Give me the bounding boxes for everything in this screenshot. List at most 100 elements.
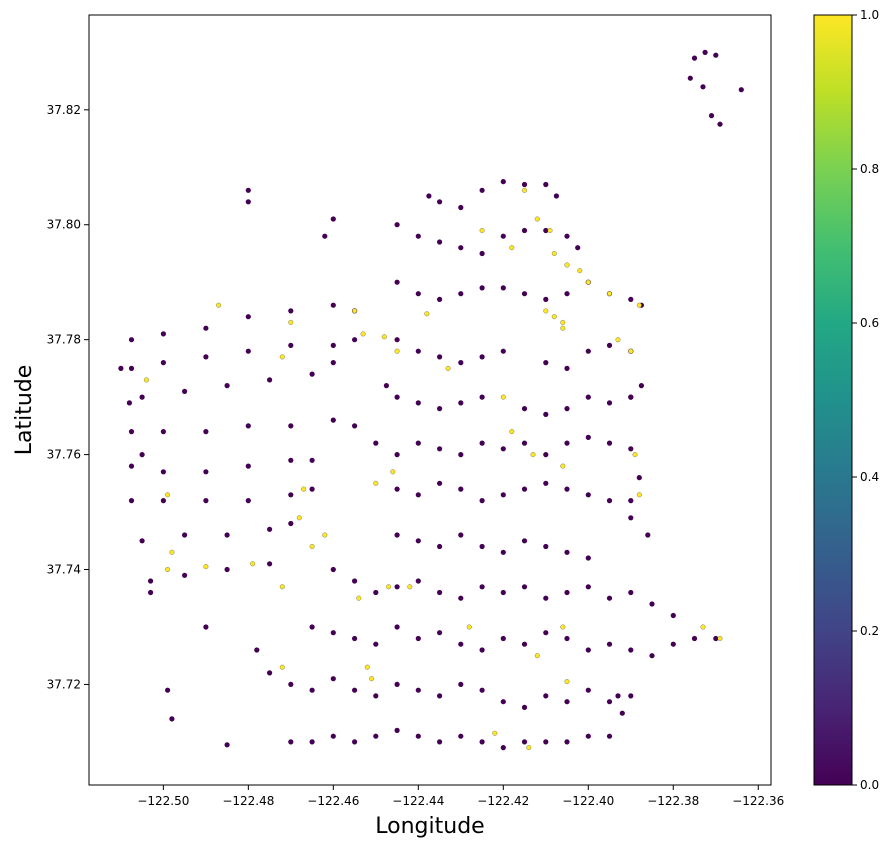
point-value-0-129: [415, 538, 421, 544]
point-value-1-11: [551, 314, 557, 320]
point-value-0-153: [649, 601, 655, 607]
point-value-0-56: [160, 331, 166, 337]
point-value-0-102: [267, 561, 273, 567]
point-value-0-99: [148, 578, 154, 584]
x-tick-label: −122.50: [137, 794, 189, 808]
point-value-0-230: [636, 475, 642, 481]
point-value-1-28: [530, 452, 536, 458]
point-value-1-15: [352, 308, 358, 314]
point-value-0-112: [564, 440, 570, 446]
point-value-0-8: [394, 222, 400, 228]
point-value-0-177: [309, 687, 315, 693]
point-value-0-59: [288, 308, 294, 314]
point-value-0-200: [437, 739, 443, 745]
point-value-1-31: [632, 452, 638, 458]
point-value-0-7: [553, 193, 560, 199]
point-value-1-0: [522, 187, 527, 193]
plot-frame: [88, 14, 772, 786]
point-value-1-53: [526, 745, 532, 751]
point-value-1-30: [636, 492, 642, 498]
point-value-0-221: [165, 687, 171, 693]
point-value-0-215: [717, 121, 723, 127]
point-value-0-103: [373, 440, 379, 446]
point-value-0-37: [543, 360, 549, 366]
point-value-0-192: [628, 693, 634, 699]
point-value-1-6: [564, 262, 570, 268]
point-value-0-21: [458, 291, 464, 297]
point-value-0-226: [139, 452, 145, 458]
point-value-0-111: [543, 452, 549, 458]
point-value-0-197: [373, 733, 379, 739]
point-value-0-122: [521, 486, 528, 492]
point-value-0-91: [245, 498, 251, 504]
x-tick-label: −122.46: [307, 794, 359, 808]
point-value-0-181: [394, 681, 400, 688]
point-value-0-35: [479, 354, 485, 360]
point-value-0-216: [738, 87, 744, 93]
point-value-0-222: [169, 716, 175, 722]
point-value-0-98: [288, 520, 294, 527]
point-value-0-160: [415, 635, 421, 642]
point-value-0-117: [415, 492, 421, 498]
point-value-0-228: [203, 624, 209, 630]
point-value-0-210: [702, 49, 708, 56]
point-value-1-42: [279, 664, 285, 670]
point-value-0-49: [543, 411, 549, 417]
point-value-0-142: [415, 578, 421, 584]
point-value-1-7: [577, 268, 583, 274]
point-value-0-234: [615, 693, 621, 699]
point-value-1-48: [534, 653, 540, 659]
point-value-0-25: [543, 296, 549, 302]
point-value-0-100: [182, 572, 188, 578]
point-value-1-50: [364, 664, 370, 670]
point-value-0-18: [394, 279, 400, 285]
point-value-0-191: [606, 699, 613, 705]
x-tick-label: −122.38: [647, 794, 699, 808]
point-value-0-218: [245, 199, 251, 205]
point-value-0-69: [139, 394, 145, 400]
point-value-0-16: [564, 233, 570, 239]
y-tick-label: 37.74: [47, 563, 81, 577]
point-value-1-24: [628, 348, 634, 354]
point-value-0-195: [330, 733, 336, 739]
point-value-0-83: [160, 469, 166, 475]
point-value-0-24: [521, 291, 528, 297]
point-value-0-225: [126, 400, 132, 406]
point-value-0-220: [322, 233, 328, 239]
point-value-1-2: [547, 228, 553, 233]
point-value-0-26: [564, 291, 570, 297]
point-value-0-95: [182, 532, 188, 538]
point-value-0-199: [415, 733, 421, 739]
point-value-0-93: [309, 486, 315, 492]
point-value-1-32: [390, 469, 396, 475]
point-value-0-76: [160, 429, 166, 435]
point-value-0-176: [288, 681, 294, 688]
point-value-0-140: [373, 589, 379, 596]
point-value-0-171: [649, 653, 655, 659]
point-value-0-97: [267, 526, 273, 532]
point-value-0-170: [628, 647, 634, 653]
point-value-0-48: [521, 406, 528, 412]
point-value-0-180: [373, 693, 379, 699]
point-value-0-74: [330, 360, 336, 366]
point-value-0-23: [500, 285, 506, 291]
point-value-0-78: [245, 423, 251, 429]
point-value-0-89: [160, 498, 166, 504]
point-value-0-150: [585, 584, 591, 590]
point-value-0-32: [415, 348, 421, 354]
point-value-1-21: [445, 365, 451, 371]
point-value-0-70: [182, 388, 188, 394]
point-value-0-62: [128, 365, 135, 371]
point-value-0-163: [479, 647, 485, 653]
point-value-0-68: [352, 337, 358, 343]
point-value-0-22: [479, 285, 485, 291]
point-value-0-101: [224, 566, 230, 573]
point-value-0-211: [713, 52, 719, 58]
point-value-1-23: [615, 337, 621, 343]
point-value-0-167: [564, 635, 570, 642]
point-value-0-162: [458, 641, 464, 647]
point-value-0-136: [564, 549, 570, 555]
point-value-0-161: [437, 630, 443, 636]
point-value-0-229: [254, 647, 260, 653]
